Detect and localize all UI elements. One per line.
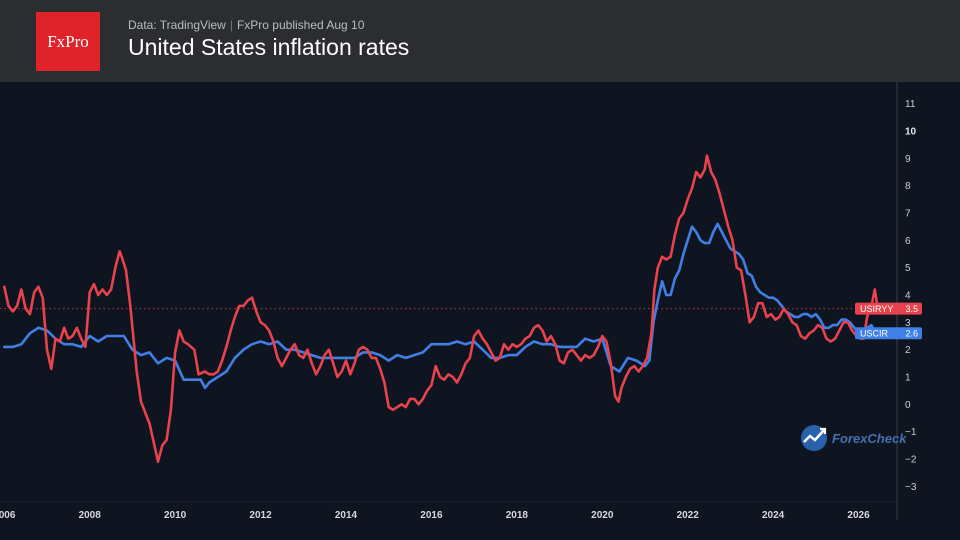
price-tag-box (855, 302, 922, 315)
y-tick-label: 5 (905, 263, 911, 274)
y-tick-label: 11 (905, 99, 916, 110)
line-chart[interactable]: −3 −2 −1 0 1 2 3 4 5 6 7 8 9 10 11 2006 2008 2010 2012 2014… (0, 82, 960, 540)
meta-separator: | (229, 18, 233, 32)
y-tick-label: 0 (905, 400, 911, 411)
forexcheck-logo-icon (801, 425, 827, 451)
price-tag-box (855, 327, 922, 340)
data-source: Data: TradingView (128, 18, 226, 32)
chart-axes (0, 82, 898, 520)
y-tick-label: 1 (905, 373, 911, 384)
x-tick-label: 2016 (420, 510, 443, 521)
y-tick-label: −3 (905, 482, 917, 493)
x-tick-label: 2024 (762, 510, 785, 521)
y-tick-label: 7 (905, 209, 911, 220)
y-tick-label: 4 (905, 291, 911, 302)
y-tick-label: 9 (905, 154, 911, 165)
y-tick-label: 8 (905, 181, 911, 192)
watermark: ForexCheck (801, 425, 907, 451)
series-name-label: USCIR (860, 329, 889, 339)
series-line-usiryy (3, 154, 880, 463)
y-tick-label: 3 (905, 318, 911, 329)
price-tag-usiryy: USIRYY 3.5 (855, 302, 922, 315)
y-tick-label: −2 (905, 455, 917, 466)
chart-meta: Data: TradingView | FxPro published Aug 10 (128, 18, 364, 32)
watermark-text: ForexCheck (832, 431, 907, 446)
chart-area[interactable]: −3 −2 −1 0 1 2 3 4 5 6 7 8 9 10 11 2006 2008 2010 2012 2014… (0, 82, 960, 540)
x-tick-label: 2008 (79, 510, 102, 521)
y-tick-label: 10 (905, 127, 917, 138)
y-tick-label: 6 (905, 236, 911, 247)
x-tick-label: 2012 (249, 510, 272, 521)
x-tick-label: 2006 (0, 510, 16, 521)
x-tick-label: 2020 (591, 510, 614, 521)
price-tags: USIRYY 3.5 USCIR 2.6 (855, 302, 922, 340)
page-title: United States inflation rates (128, 34, 410, 60)
price-tag-uscir: USCIR 2.6 (855, 327, 922, 340)
fxpro-logo: FxPro (36, 12, 100, 71)
y-tick-label: 2 (905, 345, 911, 356)
publisher-info: FxPro published Aug 10 (236, 18, 365, 32)
x-tick-label: 2026 (847, 510, 870, 521)
header: FxPro Data: TradingView | FxPro published … (0, 0, 960, 82)
y-tick-label: −1 (905, 427, 917, 438)
x-tick-label: 2022 (677, 510, 700, 521)
x-tick-label: 2014 (335, 510, 358, 521)
x-tick-label: 2018 (506, 510, 529, 521)
x-tick-label: 2010 (164, 510, 187, 521)
series-value-label: 2.6 (905, 329, 918, 339)
series-name-label: USIRYY (860, 304, 893, 314)
series-lines (3, 154, 880, 463)
series-value-label: 3.5 (905, 304, 918, 314)
tick-labels: −3 −2 −1 0 1 2 3 4 5 6 7 8 9 10 11 2006 2008 2010 2012 2014… (0, 99, 917, 521)
